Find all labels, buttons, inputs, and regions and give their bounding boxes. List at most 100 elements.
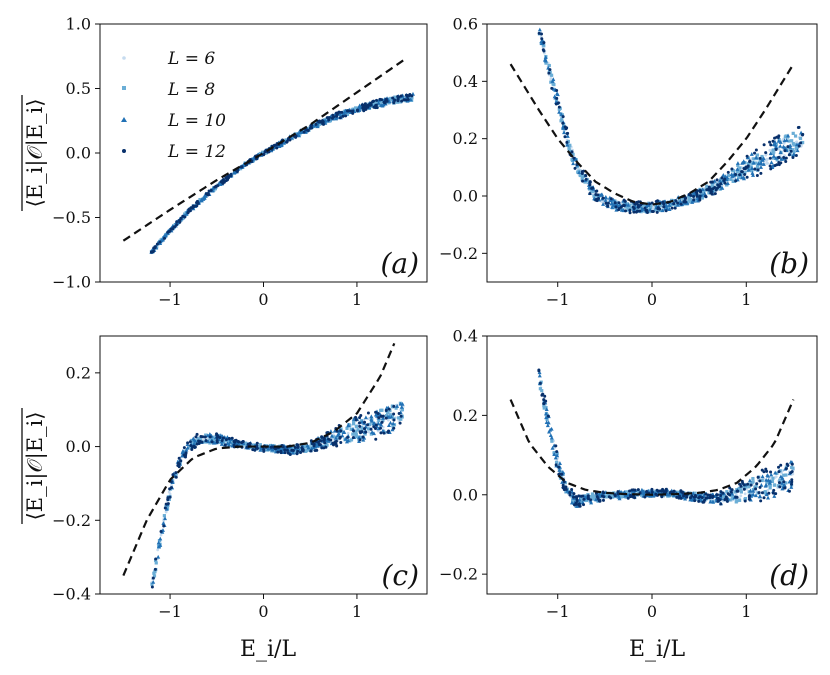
data-point [386, 423, 391, 427]
data-point [784, 159, 788, 163]
data-point [374, 423, 378, 427]
data-point [188, 440, 192, 444]
data-point [753, 167, 757, 171]
data-point [759, 165, 764, 169]
data-point [298, 447, 302, 451]
data-point [719, 502, 723, 506]
data-point [198, 437, 203, 441]
data-point [548, 433, 553, 438]
data-point [547, 71, 551, 75]
data-point [288, 453, 292, 457]
data-point [779, 156, 784, 161]
data-point [624, 209, 628, 213]
data-point [175, 220, 179, 224]
data-point [312, 444, 316, 448]
data-point [596, 193, 600, 197]
data-point [777, 147, 781, 151]
data-point [658, 203, 663, 208]
data-point [546, 414, 550, 418]
data-point [697, 499, 701, 503]
data-point [571, 161, 576, 166]
panel-a: −1 0 1 −1.0 −0.5 0.0 0.5 1.0 (a) [52, 15, 428, 309]
y-axis-label-bottom: ⟨E_i|𝒪|E_i⟩ [21, 408, 48, 524]
data-point [719, 490, 723, 494]
data-point [606, 201, 610, 205]
data-point [614, 207, 619, 212]
data-point [258, 443, 262, 447]
data-point [248, 441, 252, 445]
data-point [728, 493, 732, 497]
data-point [776, 138, 781, 143]
data-point [746, 162, 751, 166]
series-l10 [151, 401, 405, 584]
data-point [557, 465, 561, 469]
data-point [215, 440, 219, 444]
data-point [781, 144, 786, 149]
data-point [612, 494, 616, 498]
data-point [392, 101, 396, 105]
panel-label: (b) [769, 247, 809, 280]
data-point [651, 493, 656, 498]
data-point [789, 485, 794, 489]
data-point [758, 160, 762, 165]
data-point [774, 155, 779, 160]
data-point [561, 115, 565, 119]
data-point [600, 491, 605, 496]
data-point [158, 240, 162, 244]
data-point [367, 430, 371, 434]
data-point [784, 134, 788, 138]
data-point [718, 491, 723, 496]
data-point [226, 439, 230, 443]
data-point [306, 445, 311, 450]
data-point [729, 490, 733, 494]
data-point [786, 133, 791, 138]
data-point [203, 435, 207, 439]
data-point [773, 163, 777, 167]
data-point [782, 156, 786, 160]
data-point [594, 198, 598, 202]
data-point [380, 428, 385, 433]
data-point [645, 210, 649, 214]
data-point [322, 122, 326, 126]
data-point [751, 173, 756, 177]
data-point [609, 201, 614, 206]
data-point [713, 192, 717, 196]
data-point [675, 202, 680, 207]
data-point [310, 442, 314, 446]
data-point [230, 441, 234, 445]
data-point [578, 173, 582, 178]
data-point [153, 246, 157, 250]
data-point [357, 421, 361, 425]
data-point [791, 466, 795, 470]
y-tick-label: 0.4 [453, 72, 478, 91]
data-point [749, 165, 753, 169]
data-point [758, 479, 762, 483]
data-point [731, 497, 735, 501]
data-point [328, 429, 333, 433]
data-point [588, 180, 592, 184]
data-point [218, 435, 222, 439]
data-point [713, 188, 717, 192]
data-point [599, 192, 604, 197]
data-point [768, 148, 772, 152]
data-point [179, 216, 183, 220]
x-tick-label: −1 [546, 290, 570, 309]
x-tick-label: 0 [258, 290, 268, 309]
theory-curve [122, 59, 405, 242]
panel-label: (d) [769, 559, 809, 592]
data-point [765, 161, 768, 165]
data-point [719, 177, 723, 181]
data-point [650, 487, 654, 491]
data-point [784, 473, 788, 477]
data-point [360, 103, 364, 107]
data-point [653, 208, 657, 212]
data-point [777, 481, 781, 485]
plot-area [509, 368, 795, 508]
data-point [623, 493, 628, 498]
data-point [217, 440, 221, 444]
data-point [557, 109, 562, 114]
data-point [695, 192, 699, 196]
data-point [656, 489, 660, 493]
data-point [670, 206, 674, 210]
data-point [555, 96, 559, 100]
